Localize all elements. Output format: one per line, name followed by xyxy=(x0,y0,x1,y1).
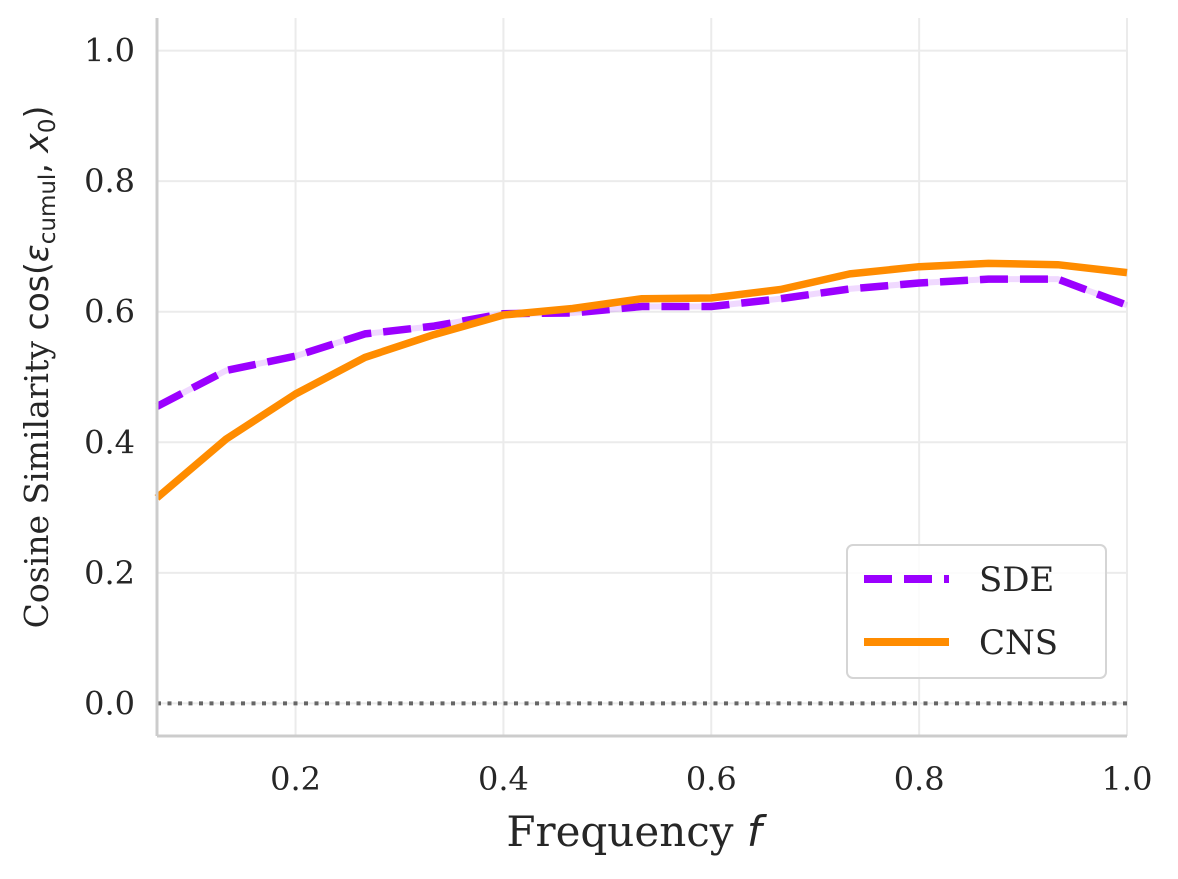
tick-labels: 0.2 0.4 0.6 0.8 1.0 0.0 0.2 0.4 0.6 0.8 1.0 xyxy=(84,32,1152,798)
y-tick-label: 0.8 xyxy=(84,162,135,200)
y-tick-label: 0.0 xyxy=(84,684,135,722)
x-tick-label: 0.4 xyxy=(478,760,529,798)
legend: SDE CNS xyxy=(846,544,1107,679)
x-axis-title: Frequency f xyxy=(506,807,768,856)
series-line-cns xyxy=(154,259,1128,501)
y-tick-label: 0.2 xyxy=(84,554,135,592)
x-tick-label: 0.2 xyxy=(270,760,321,798)
x-tick-label: 1.0 xyxy=(1102,760,1153,798)
series-lines xyxy=(154,259,1129,501)
y-tick-label: 0.4 xyxy=(84,423,135,461)
axes xyxy=(155,18,1127,738)
y-axis-title: Cosine Similarity cos(εcumul, x0) xyxy=(17,106,61,629)
legend-box xyxy=(846,544,1107,679)
x-tick-label: 0.6 xyxy=(686,760,737,798)
y-tick-label: 1.0 xyxy=(84,32,135,70)
y-tick-label: 0.6 xyxy=(84,293,135,331)
legend-label-cns: CNS xyxy=(979,623,1058,663)
legend-label-sde: SDE xyxy=(979,560,1054,600)
x-tick-label: 0.8 xyxy=(894,760,945,798)
series-line-sde xyxy=(155,275,1129,410)
axis-titles: Frequency f Cosine Similarity cos(εcumul,… xyxy=(17,106,768,856)
